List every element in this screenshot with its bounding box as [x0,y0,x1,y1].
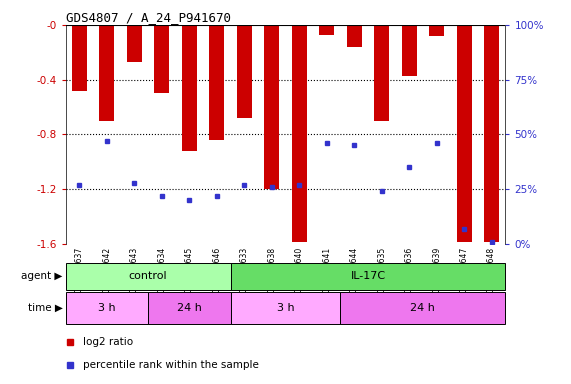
Text: 3 h: 3 h [277,303,294,313]
Bar [264,25,279,189]
Bar [72,25,87,91]
Text: time ▶: time ▶ [28,303,63,313]
Text: 3 h: 3 h [98,303,116,313]
Bar [237,25,252,118]
Bar [66,263,231,290]
Bar [484,25,499,242]
Text: 24 h: 24 h [411,303,435,313]
Bar [340,292,505,324]
Bar [231,263,505,290]
Bar [148,292,231,324]
Text: 24 h: 24 h [177,303,202,313]
Bar [457,25,472,242]
Bar [154,25,170,93]
Bar [99,25,114,121]
Text: IL-17C: IL-17C [351,271,385,281]
Bar [209,25,224,140]
Bar [182,25,197,151]
Bar [231,292,340,324]
Text: agent ▶: agent ▶ [22,271,63,281]
Bar [429,25,444,36]
Text: GDS4807 / A_24_P941670: GDS4807 / A_24_P941670 [66,11,231,24]
Bar [319,25,334,35]
Bar [401,25,417,76]
Text: percentile rank within the sample: percentile rank within the sample [83,360,259,370]
Bar [292,25,307,242]
Bar [127,25,142,62]
Text: log2 ratio: log2 ratio [83,337,134,347]
Bar [66,292,148,324]
Text: control: control [129,271,167,281]
Bar [347,25,362,47]
Bar [374,25,389,121]
